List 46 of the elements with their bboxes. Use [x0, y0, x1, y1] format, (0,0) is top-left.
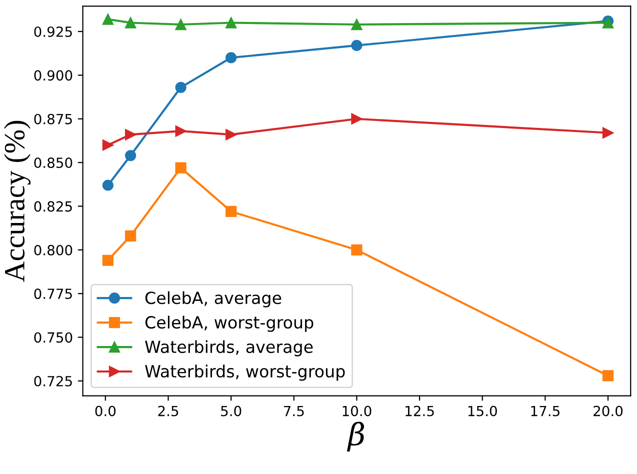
- y-tick-label: 0.750: [34, 332, 72, 343]
- point: [175, 82, 186, 93]
- y-tick-label: 0.850: [34, 158, 72, 168]
- x-tick-label: 12.5: [406, 406, 434, 416]
- point: [175, 18, 186, 30]
- point: [602, 370, 614, 382]
- legend-label: Waterbirds, average: [145, 340, 313, 356]
- point: [125, 230, 136, 242]
- point: [351, 40, 362, 52]
- x-tick-label: 5.0: [221, 406, 242, 416]
- legend-label: CelebA, average: [145, 291, 282, 308]
- point: [351, 244, 362, 256]
- y-tick-label: 0.825: [34, 201, 72, 212]
- x-tick-label: 17.5: [531, 406, 560, 416]
- point: [602, 127, 614, 138]
- point: [175, 162, 186, 174]
- point: [351, 113, 362, 124]
- point: [102, 140, 114, 151]
- x-tick-label: 0.0: [95, 406, 116, 416]
- point: [351, 18, 362, 30]
- legend-label: Waterbirds, worst-group: [145, 364, 345, 381]
- y-tick-label: 0.800: [34, 244, 72, 256]
- point: [226, 52, 237, 64]
- y-tick-label: 0.775: [34, 288, 72, 300]
- point: [102, 254, 114, 266]
- point: [102, 180, 114, 191]
- x-axis-title: β: [346, 422, 364, 452]
- point: [125, 150, 136, 162]
- legend-label: CelebA, worst-group: [145, 316, 314, 332]
- point: [125, 17, 136, 28]
- x-tick-label: 10.0: [342, 406, 372, 416]
- y-axis-title: Accuracy (%): [4, 120, 31, 282]
- x-tick-label: 2.5: [158, 406, 178, 416]
- x-tick-label: 7.5: [284, 406, 304, 416]
- point: [226, 17, 237, 28]
- y-tick-label: 0.725: [34, 376, 72, 386]
- point: [125, 129, 136, 140]
- x-tick-label: 20.0: [594, 406, 623, 416]
- x-tick-label: 15.0: [468, 406, 497, 416]
- point: [226, 129, 237, 140]
- point: [175, 126, 186, 137]
- point: [226, 206, 237, 218]
- point: [102, 14, 114, 25]
- y-tick-label: 0.925: [34, 26, 72, 37]
- y-tick-label: 0.900: [34, 70, 72, 81]
- y-tick-label: 0.875: [34, 114, 72, 124]
